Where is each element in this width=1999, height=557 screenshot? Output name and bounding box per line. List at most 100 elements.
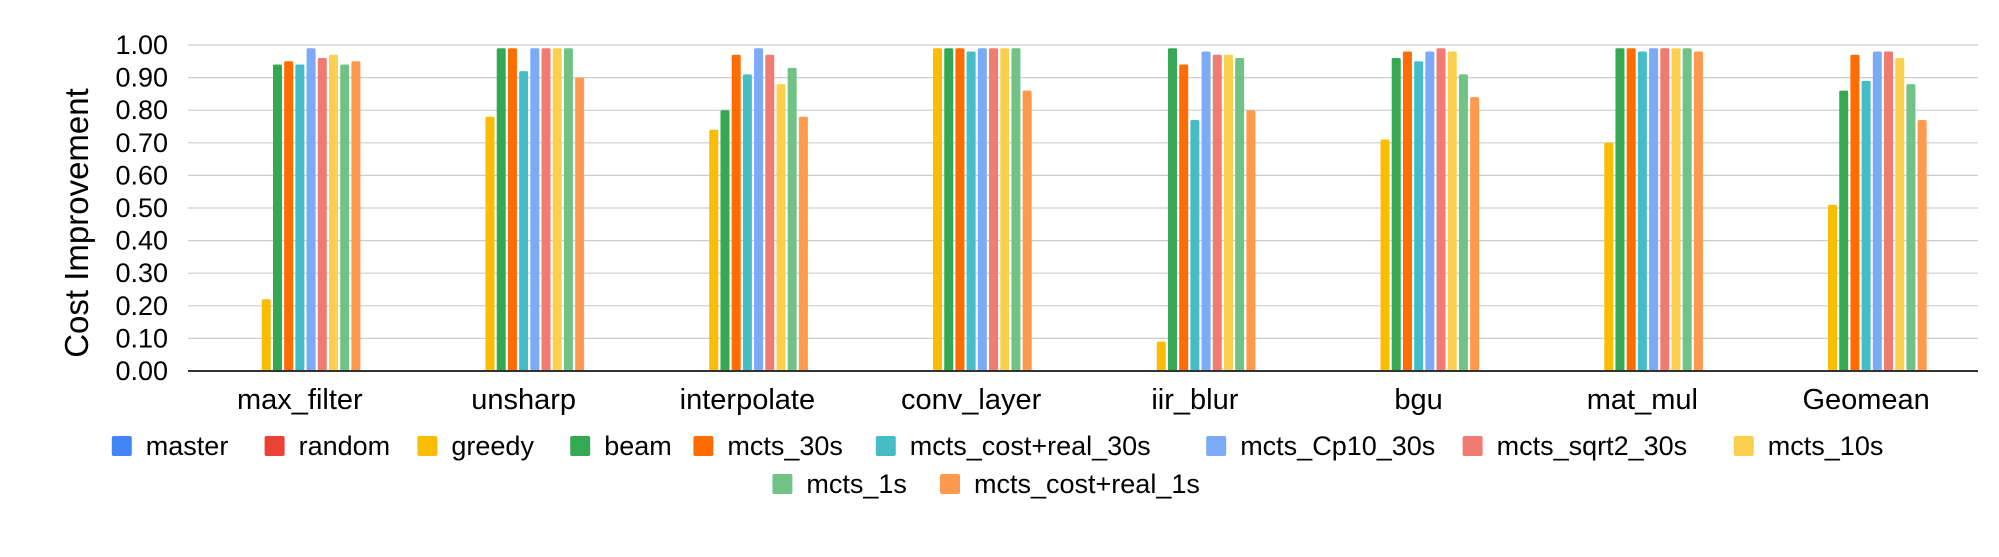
- y-tick-label: 0.00: [115, 356, 168, 386]
- bar-mcts-cost-real-30s: [1637, 51, 1647, 372]
- y-tick-label: 0.60: [115, 160, 168, 190]
- legend-item: mcts_30s: [693, 431, 843, 461]
- bar-mcts-1s: [1235, 58, 1245, 371]
- bar-mcts-1s: [1011, 48, 1021, 371]
- bar-mcts-cost-real-30s: [1861, 80, 1871, 372]
- bar-beam: [944, 48, 954, 371]
- legend-swatch: [264, 436, 285, 456]
- bar-mcts-30s: [731, 54, 741, 371]
- bar-mcts-10s: [1671, 48, 1681, 371]
- bar-mcts-cost-real-30s: [1190, 119, 1200, 371]
- bar-mcts-1s: [1682, 48, 1692, 371]
- bar-greedy: [933, 48, 943, 371]
- bar-mcts-cp10-30s: [306, 48, 316, 371]
- legend-swatch: [693, 436, 714, 456]
- legend-label: mcts_1s: [806, 469, 907, 499]
- bar-mcts-cp10-30s: [1649, 48, 1659, 371]
- bar-beam: [1391, 58, 1401, 371]
- bar-mcts-10s: [1223, 54, 1233, 371]
- y-tick-label: 1.00: [115, 30, 168, 60]
- bar-mcts-1s: [563, 48, 573, 371]
- legend-label: beam: [604, 431, 672, 461]
- bar-mcts-30s: [1850, 54, 1860, 371]
- x-tick-label: unsharp: [471, 384, 576, 416]
- bar-mcts-cost-real-30s: [519, 71, 529, 371]
- bar-mcts-cp10-30s: [977, 48, 987, 371]
- legend-swatch: [875, 436, 896, 456]
- bar-mcts-cp10-30s: [1425, 51, 1435, 372]
- legend: master random greedy beam mcts_30s mcts_cost+…: [111, 431, 1884, 499]
- legend-label: master: [146, 431, 229, 461]
- legend-label: mcts_Cp10_30s: [1240, 431, 1435, 461]
- bar-mcts-cp10-30s: [754, 48, 764, 371]
- bar-mcts-cost-real-30s: [295, 64, 305, 371]
- bar-mcts-1s: [340, 64, 350, 371]
- legend-label: random: [299, 431, 391, 461]
- bar-mcts-sqrt2-30s: [765, 54, 775, 371]
- legend-swatch: [1733, 436, 1754, 456]
- bar-beam: [272, 64, 282, 371]
- bar-mcts-cost-real-1s: [1693, 51, 1703, 372]
- bar-mcts-10s: [1447, 51, 1457, 372]
- bar-mcts-30s: [1402, 51, 1412, 372]
- bar-mcts-30s: [1626, 48, 1636, 371]
- legend-label: mcts_cost+real_30s: [910, 431, 1151, 461]
- legend-label: mcts_10s: [1768, 431, 1884, 461]
- x-tick-label: bgu: [1394, 384, 1442, 416]
- bar-mcts-sqrt2-30s: [1884, 51, 1894, 372]
- bar-greedy: [1828, 204, 1838, 371]
- bar-mcts-10s: [776, 84, 786, 372]
- bar-mcts-1s: [1458, 74, 1468, 371]
- x-tick-label: iir_blur: [1151, 384, 1238, 416]
- bar-mcts-cost-real-1s: [1470, 97, 1480, 371]
- legend-item: mcts_1s: [772, 469, 907, 499]
- y-axis-title: Cost Improvement: [58, 88, 95, 358]
- bar-mcts-sqrt2-30s: [317, 58, 327, 371]
- y-tick-label: 0.40: [115, 226, 168, 256]
- bar-mcts-cost-real-1s: [1022, 90, 1032, 371]
- legend-item: mcts_cost+real_1s: [940, 469, 1200, 499]
- bar-mcts-1s: [1906, 84, 1916, 372]
- x-axis-labels: max_filter unsharp interpolate conv_layer ii…: [237, 384, 1930, 416]
- legend-item: master: [111, 431, 229, 461]
- bar-mcts-sqrt2-30s: [1660, 48, 1670, 371]
- bar-mcts-cost-real-1s: [1917, 119, 1927, 371]
- bar-greedy: [261, 299, 271, 371]
- bar-mcts-sqrt2-30s: [541, 48, 551, 371]
- legend-label: mcts_cost+real_1s: [974, 469, 1200, 499]
- bar-mcts-cost-real-1s: [1246, 110, 1256, 371]
- bar-mcts-cost-real-30s: [742, 74, 752, 371]
- bar-mcts-cp10-30s: [1872, 51, 1882, 372]
- legend-label: greedy: [451, 431, 534, 461]
- bar-beam: [720, 110, 730, 371]
- bar-mcts-sqrt2-30s: [1212, 54, 1222, 371]
- bar-mcts-sqrt2-30s: [989, 48, 999, 371]
- x-tick-label: conv_layer: [901, 384, 1042, 416]
- bar-mcts-cost-real-30s: [966, 51, 976, 372]
- bar-mcts-cp10-30s: [530, 48, 540, 371]
- legend-swatch: [1206, 436, 1227, 456]
- legend-swatch: [570, 436, 591, 456]
- y-tick-label: 0.20: [115, 291, 168, 321]
- bar-mcts-30s: [284, 61, 294, 372]
- bar-mcts-sqrt2-30s: [1436, 48, 1446, 371]
- bar-mcts-cost-real-1s: [798, 116, 808, 371]
- bar-mcts-cost-real-1s: [575, 77, 585, 371]
- bar-greedy: [709, 129, 719, 371]
- bar-greedy: [485, 116, 495, 371]
- bar-mcts-10s: [552, 48, 562, 371]
- bar-mcts-cost-real-30s: [1414, 61, 1424, 372]
- legend-item: random: [264, 431, 391, 461]
- y-tick-label: 0.80: [115, 95, 168, 125]
- legend-swatch: [1462, 436, 1483, 456]
- bar-mcts-cost-real-1s: [351, 61, 361, 372]
- y-axis-ticks: 0.000.100.200.300.400.500.600.700.800.90…: [115, 30, 168, 386]
- legend-item: mcts_sqrt2_30s: [1462, 431, 1688, 461]
- bar-mcts-cp10-30s: [1201, 51, 1211, 372]
- bar-mcts-30s: [507, 48, 517, 371]
- legend-swatch: [111, 436, 132, 456]
- legend-swatch: [940, 474, 960, 494]
- legend-swatch: [772, 474, 793, 494]
- legend-label: mcts_sqrt2_30s: [1497, 431, 1688, 461]
